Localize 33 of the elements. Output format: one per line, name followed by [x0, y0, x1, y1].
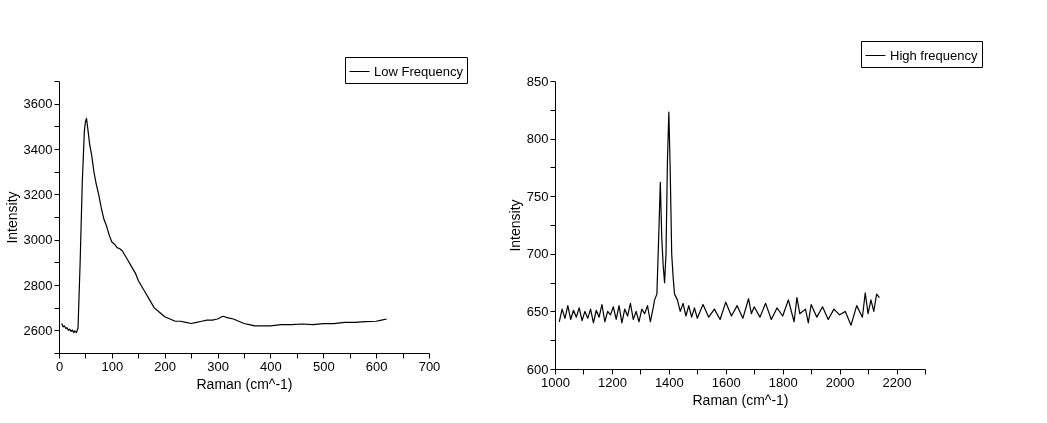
- x-tick-label: 1400: [654, 374, 684, 390]
- y-tick-label: 800: [526, 131, 549, 147]
- x-tick-label: 1000: [541, 374, 570, 390]
- y-tick-label: 750: [526, 188, 549, 204]
- y-tick-label: 3600: [23, 96, 53, 112]
- x-tick-label: 400: [260, 358, 282, 374]
- x-tick-label: 200: [154, 358, 177, 374]
- y-axis-title: Intensity: [506, 199, 523, 252]
- x-tick-label: 2000: [825, 374, 855, 390]
- x-tick-label: 300: [207, 358, 229, 374]
- x-tick-label: 2200: [882, 374, 912, 390]
- legend-label: Low Frequency: [374, 63, 464, 79]
- y-tick-label: 3000: [23, 232, 53, 248]
- x-axis-title: Raman (cm^-1): [196, 375, 293, 392]
- y-tick-label: 650: [526, 303, 549, 319]
- y-tick-label: 3200: [23, 186, 53, 202]
- y-tick-label: 2600: [23, 322, 53, 338]
- x-axis-title: Raman (cm^-1): [692, 391, 789, 408]
- y-tick-label: 850: [526, 73, 549, 89]
- y-tick-label: 2800: [23, 277, 53, 293]
- x-tick-label: 700: [418, 358, 441, 374]
- x-tick-label: 1200: [597, 374, 627, 390]
- line-series: [558, 111, 881, 326]
- y-tick-label: 700: [526, 246, 549, 262]
- y-tick-label: 3400: [23, 141, 53, 157]
- x-tick-label: 1600: [711, 374, 741, 390]
- legend-label: High frequency: [890, 47, 978, 63]
- x-tick-label: 600: [365, 358, 388, 374]
- x-tick-label: 1800: [768, 374, 798, 390]
- x-tick-label: 0: [55, 358, 64, 374]
- x-tick-label: 500: [312, 358, 335, 374]
- y-axis-title: Intensity: [3, 191, 20, 244]
- x-tick-label: 100: [101, 358, 124, 374]
